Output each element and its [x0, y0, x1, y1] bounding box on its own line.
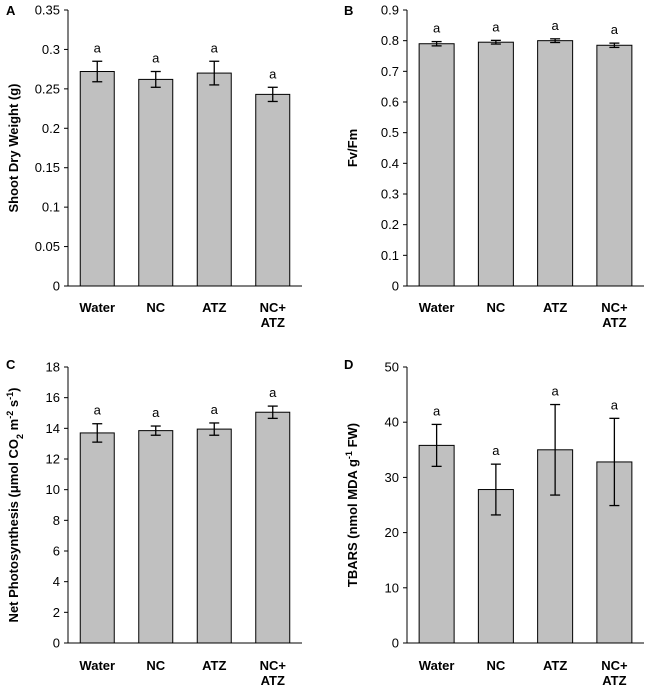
panel-d-y-axis-label: TBARS (nmol MDA g-1 FW)	[344, 423, 360, 587]
panel-a-bar-3	[255, 93, 291, 287]
panel-a-y-tick-label-2: 0.1	[42, 200, 60, 215]
panel-a-letter: A	[6, 3, 16, 18]
panel-c-y-tick-label-3: 6	[53, 544, 60, 559]
panel-b-y-tick-label-2: 0.2	[381, 217, 399, 232]
panel-d-y-tick-label-0: 0	[392, 636, 399, 651]
panel-c-y-tick-label-1: 2	[53, 605, 60, 620]
panel-a-bar-0	[79, 71, 115, 287]
panel-a-y-tick-label-5: 0.25	[35, 81, 60, 96]
panel-a-y-tick-label-4: 0.2	[42, 121, 60, 136]
panel-a-y-tick-label-6: 0.3	[42, 42, 60, 57]
panel-b-sig-label-1: a	[492, 19, 500, 34]
panel-b-y-tick-label-5: 0.5	[381, 125, 399, 140]
panel-c-y-axis-label: Net Photosynthesis (μmol CO2 m-2 s-1)	[5, 388, 25, 623]
panel-a-category-label-3-line-1: ATZ	[261, 315, 285, 330]
panel-b-y-tick-label-6: 0.6	[381, 95, 399, 110]
panel-a-bar-1	[138, 78, 174, 287]
panel-c-letter: C	[6, 357, 16, 372]
panel-d-category-label-3-line-0: NC+	[601, 658, 628, 673]
panel-d-category-label-1: NC	[486, 658, 505, 673]
panel-a-sig-label-2: a	[211, 40, 219, 55]
panel-b-category-label-1: NC	[486, 300, 505, 315]
panel-a-y-tick-label-3: 0.15	[35, 160, 60, 175]
panel-b-bar-2	[537, 40, 574, 287]
panel-c-category-label-3-line-0: NC+	[260, 658, 287, 673]
panel-b-y-tick-label-0: 0	[392, 279, 399, 294]
panel-b-sig-label-0: a	[433, 21, 441, 36]
panel-d-y-tick-label-4: 40	[385, 415, 399, 430]
panel-d-sig-label-0: a	[433, 403, 441, 418]
panel-b-y-tick-label-3: 0.3	[381, 187, 399, 202]
panel-b-y-tick-label-4: 0.4	[381, 156, 399, 171]
panel-c-bar-0	[79, 432, 115, 644]
panel-a-sig-label-3: a	[269, 66, 277, 81]
panel-c-bar-1	[138, 430, 174, 644]
panel-c-category-label-1: NC	[146, 658, 165, 673]
panel-d-sig-label-1: a	[492, 443, 500, 458]
panel-c-sig-label-2: a	[211, 402, 219, 417]
panel-a-category-label-2: ATZ	[202, 300, 226, 315]
panel-c-category-label-2: ATZ	[202, 658, 226, 673]
panel-d-sig-label-3: a	[611, 397, 619, 412]
panel-c-y-tick-label-2: 4	[53, 574, 60, 589]
panel-d-sig-label-2: a	[552, 384, 560, 399]
panel-d-category-label-0: Water	[419, 658, 455, 673]
panel-a-category-label-3-line-0: NC+	[260, 300, 287, 315]
panel-c-y-tick-label-8: 16	[46, 390, 60, 405]
panel-c-y-tick-label-4: 8	[53, 513, 60, 528]
panel-a-y-tick-label-7: 0.35	[35, 3, 60, 18]
panel-c-category-label-3-line-1: ATZ	[261, 673, 285, 687]
panel-b-category-label-3-line-0: NC+	[601, 300, 628, 315]
panel-d-y-tick-label-3: 30	[385, 470, 399, 485]
panel-b-y-tick-label-9: 0.9	[381, 3, 399, 18]
panel-b-category-label-2: ATZ	[543, 300, 567, 315]
panel-d-y-tick-label-5: 50	[385, 360, 399, 375]
panel-a-sig-label-0: a	[94, 40, 102, 55]
panel-c-sig-label-1: a	[152, 405, 160, 420]
panel-a-y-tick-label-1: 0.05	[35, 239, 60, 254]
panel-b-bar-1	[477, 41, 514, 287]
panel-c-y-tick-label-6: 12	[46, 452, 60, 467]
panel-b-bar-3	[596, 44, 633, 287]
panel-c-y-tick-label-9: 18	[46, 360, 60, 375]
panel-b-category-label-3-line-1: ATZ	[602, 315, 626, 330]
panel-a-y-axis-label: Shoot Dry Weight (g)	[6, 83, 21, 212]
panel-d-category-label-2: ATZ	[543, 658, 567, 673]
panel-b-sig-label-3: a	[611, 22, 619, 37]
panel-c-sig-label-0: a	[94, 403, 102, 418]
panel-c-bar-2	[196, 428, 232, 644]
panel-a-category-label-0: Water	[79, 300, 115, 315]
panel-c-category-label-0: Water	[79, 658, 115, 673]
panel-b-category-label-0: Water	[419, 300, 455, 315]
panel-b-y-tick-label-7: 0.7	[381, 64, 399, 79]
panel-b-sig-label-2: a	[552, 18, 560, 33]
panel-b-bar-0	[418, 43, 455, 287]
panel-b-letter: B	[344, 3, 353, 18]
panel-d-category-label-3-line-1: ATZ	[602, 673, 626, 687]
panel-d-bar-0	[418, 444, 455, 644]
panel-a-sig-label-1: a	[152, 51, 160, 66]
panel-a-category-label-1: NC	[146, 300, 165, 315]
panel-c-bar-3	[255, 411, 291, 644]
panel-a-bar-2	[196, 72, 232, 287]
panel-c-y-tick-label-5: 10	[46, 482, 60, 497]
panel-a-y-tick-label-0: 0	[53, 279, 60, 294]
panel-d-letter: D	[344, 357, 353, 372]
panel-b-y-tick-label-1: 0.1	[381, 248, 399, 263]
panel-b-y-tick-label-8: 0.8	[381, 33, 399, 48]
panel-c-y-tick-label-7: 14	[46, 421, 60, 436]
panel-d-y-tick-label-1: 10	[385, 580, 399, 595]
panel-d-y-tick-label-2: 20	[385, 525, 399, 540]
panel-c-sig-label-3: a	[269, 385, 277, 400]
panel-b-y-axis-label: Fv/Fm	[345, 129, 360, 167]
panel-c-y-tick-label-0: 0	[53, 636, 60, 651]
